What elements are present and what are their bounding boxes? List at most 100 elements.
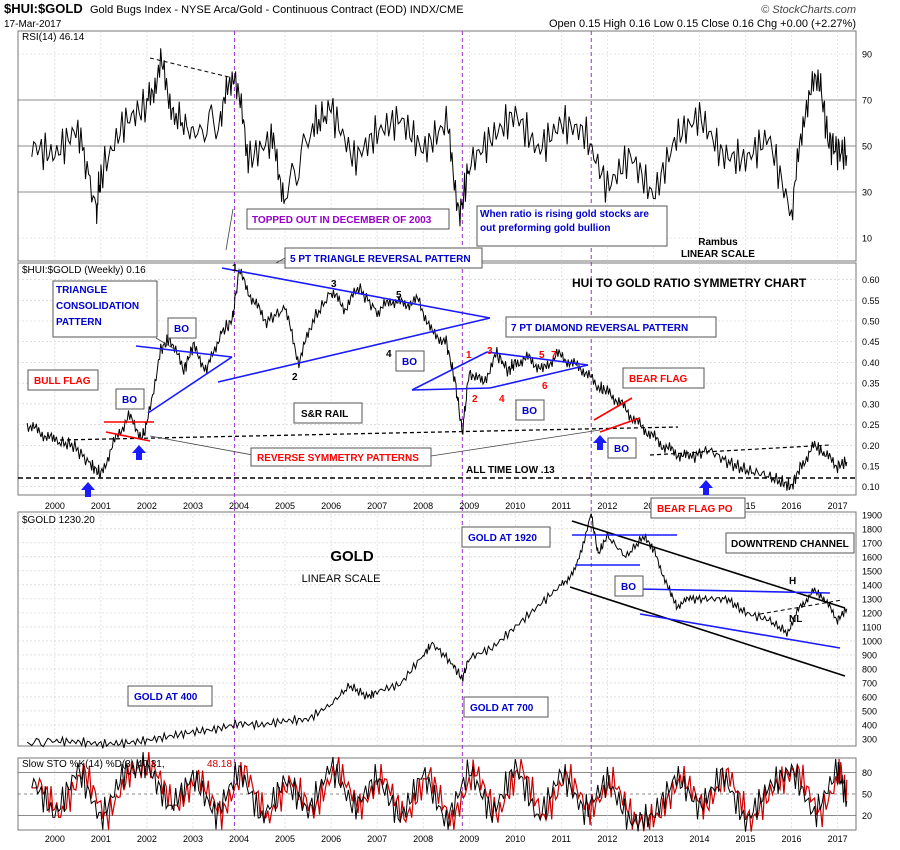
x-tick-ratio-11: 2011 <box>552 501 571 511</box>
callout-7pt-diamond-box <box>505 316 717 338</box>
symbol: $HUI:$GOLD <box>4 1 83 16</box>
y-tick-ratio-0: 0.10 <box>862 482 880 492</box>
bo-label-gold: BO <box>621 582 636 593</box>
reverse-symmetry-right <box>430 429 601 457</box>
series-layer <box>26 48 848 832</box>
bo-label-2002: BO <box>174 324 189 335</box>
y-tick-gold-9: 1200 <box>862 608 882 618</box>
label-head: H <box>789 576 796 587</box>
callout-ratio-rising: When ratio is rising gold stocks are out… <box>480 209 649 234</box>
pointer-5pt-triangle <box>275 257 286 264</box>
diamond-point-6: 6 <box>542 381 548 392</box>
x-tick-bottom-15: 2015 <box>735 834 755 844</box>
callout-triangle-consolidation-box <box>52 280 158 338</box>
callout-topped-out: TOPPED OUT IN DECEMBER OF 2003 <box>252 215 432 226</box>
five-pt-triangle-upper <box>221 267 491 319</box>
y-tick-rsi-0: 10 <box>862 234 872 244</box>
triangle-consolidation-lower <box>147 356 233 414</box>
x-tick-ratio-8: 2008 <box>413 501 433 511</box>
triangle-point-4: 4 <box>386 349 392 360</box>
gold-neckline-upper <box>639 588 831 594</box>
x-tick-ratio-9: 2009 <box>459 501 479 511</box>
y-tick-rsi-2: 50 <box>862 142 872 152</box>
y-tick-gold-11: 1400 <box>862 580 882 590</box>
y-tick-rsi-4: 90 <box>862 50 872 60</box>
arrow-2014 <box>699 480 713 495</box>
x-tick-ratio-7: 2007 <box>367 501 387 511</box>
callout-ratio-rising-fo: When ratio is rising gold stocks are out… <box>480 209 649 234</box>
ratio-legend: $HUI:$GOLD (Weekly) 0.16 <box>22 265 146 276</box>
series-stochastic-0 <box>31 751 848 832</box>
chart-header: $HUI:$GOLD Gold Bugs Index - NYSE Arca/G… <box>4 1 856 30</box>
y-tick-gold-7: 1000 <box>862 636 882 646</box>
overlay-drawings <box>18 57 856 677</box>
arrow-2001 <box>132 445 146 460</box>
series-rsi-0 <box>31 48 848 227</box>
bo-box-2012 <box>607 437 637 459</box>
triangle-point-2: 2 <box>292 372 298 383</box>
y-tick-stochastic-0: 20 <box>862 811 872 821</box>
callout-gold-1920-box <box>461 526 551 548</box>
gold-legend: $GOLD 1230.20 <box>22 515 95 526</box>
rsi-legend: RSI(14) 46.14 <box>22 32 85 43</box>
gold-lower-support <box>639 613 841 649</box>
callout-downtrend-channel-box <box>725 532 855 554</box>
callout-5pt-triangle-box <box>284 247 483 269</box>
callout-ratio-rising-box <box>476 205 668 247</box>
pointer-triangle-consolidation <box>155 337 177 351</box>
y-tick-ratio-1: 0.15 <box>862 462 880 472</box>
callout-bear-flag-po: BEAR FLAG PO <box>657 504 733 515</box>
callout-downtrend-channel: DOWNTREND CHANNEL <box>731 539 849 550</box>
bo-label-2011: BO <box>522 406 537 417</box>
gold-neckline <box>759 599 843 615</box>
y-tick-gold-6: 900 <box>862 650 877 660</box>
author-rambus: Rambus <box>698 237 738 248</box>
bull-flag-bottom <box>105 431 151 442</box>
y-tick-ratio-6: 0.40 <box>862 358 880 368</box>
callout-gold-700-box <box>463 696 549 718</box>
y-tick-gold-10: 1300 <box>862 594 882 604</box>
triangle-point-1: 1 <box>232 263 238 274</box>
diamond-point-5: 5 <box>539 350 545 361</box>
callout-gold-1920: GOLD AT 1920 <box>468 533 537 544</box>
watermark: © StockCharts.com <box>761 4 856 16</box>
description: Gold Bugs Index - NYSE Arca/Gold - Conti… <box>90 4 464 16</box>
pointer-topped-out <box>225 208 234 251</box>
x-tick-ratio-5: 2005 <box>275 501 295 511</box>
y-tick-gold-13: 1600 <box>862 552 882 562</box>
x-tick-bottom-17: 2017 <box>828 834 848 844</box>
diamond-point-7: 7 <box>551 350 557 361</box>
quote: Open 0.15 High 0.16 Low 0.15 Close 0.16 … <box>549 18 856 30</box>
diamond-right-upper <box>486 351 589 366</box>
x-tick-bottom-10: 2010 <box>505 834 525 844</box>
callout-gold-400-box <box>127 685 213 707</box>
y-tick-ratio-2: 0.20 <box>862 441 880 451</box>
x-tick-bottom-5: 2005 <box>275 834 295 844</box>
rsi-linear-scale: LINEAR SCALE <box>681 249 755 260</box>
gold-title: GOLD <box>330 548 373 565</box>
downtrend-channel-lower <box>569 586 846 677</box>
series-gold-0 <box>26 513 848 749</box>
y-tick-gold-5: 800 <box>862 664 877 674</box>
triangle-consolidation-upper <box>135 345 233 358</box>
callout-bear-flag-box <box>622 367 705 389</box>
callout-all-time-low: ALL TIME LOW .13 <box>466 465 555 476</box>
y-tick-gold-16: 1900 <box>862 510 882 520</box>
y-tick-gold-1: 400 <box>862 720 877 730</box>
diamond-point-1: 1 <box>466 350 472 361</box>
callout-bear-flag-po-box <box>650 497 746 519</box>
x-tick-bottom-3: 2003 <box>183 834 203 844</box>
callout-bull-flag-box <box>27 369 99 391</box>
bo-label-2012: BO <box>614 444 629 455</box>
sr-rail <box>59 426 679 441</box>
x-tick-ratio-0: 2000 <box>45 501 65 511</box>
x-tick-bottom-11: 2011 <box>552 834 571 844</box>
series-ratio-0 <box>26 268 848 491</box>
x-tick-bottom-9: 2009 <box>459 834 479 844</box>
callout-5pt-triangle: 5 PT TRIANGLE REVERSAL PATTERN <box>290 254 471 265</box>
bear-flag-top <box>593 397 633 421</box>
x-tick-ratio-10: 2010 <box>505 501 525 511</box>
arrow-2012 <box>593 435 607 450</box>
x-tick-ratio-16: 2016 <box>782 501 802 511</box>
ratio-title: HUI TO GOLD RATIO SYMMETRY CHART <box>572 276 807 290</box>
